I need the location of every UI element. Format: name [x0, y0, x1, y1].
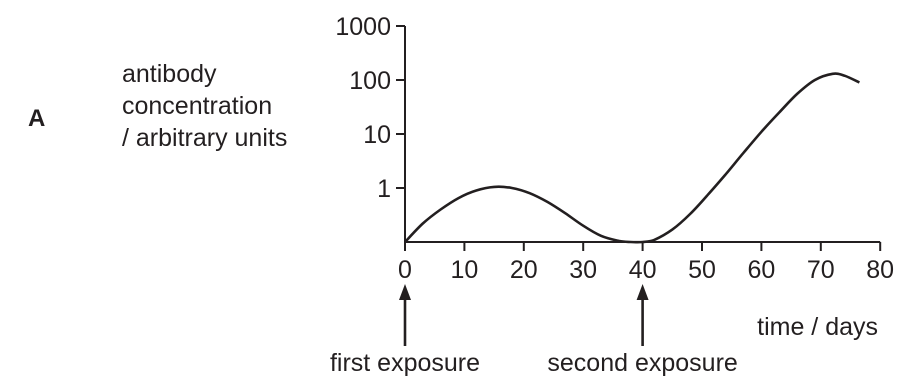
x-tick-label: 0 — [398, 256, 412, 284]
y-tick-label: 10 — [363, 121, 391, 149]
y-axis-label: antibody concentration / arbitrary units — [122, 60, 287, 152]
x-tick-label: 30 — [569, 256, 597, 284]
y-tick-label: 1 — [377, 175, 391, 203]
x-ticks: 0 10 20 30 40 50 60 70 80 — [398, 242, 894, 284]
exposure-annotations: first exposure second exposure — [330, 284, 738, 377]
exposure-arrow-head — [399, 284, 411, 300]
x-axis-label: time / days — [757, 313, 878, 341]
x-tick-label: 40 — [629, 256, 657, 284]
exposure-label: first exposure — [330, 349, 480, 377]
y-axis-label-line-2: concentration — [122, 92, 272, 120]
x-tick-label: 80 — [866, 256, 894, 284]
y-ticks: 1 10 100 1000 — [335, 13, 405, 203]
y-tick-label: 100 — [349, 67, 391, 95]
x-tick-label: 10 — [450, 256, 478, 284]
y-axis-label-line-3: / arbitrary units — [122, 124, 287, 152]
y-axis-label-line-1: antibody — [122, 60, 217, 88]
panel-letter: A — [28, 105, 46, 132]
y-tick-label: 1000 — [335, 13, 391, 41]
x-tick-label: 60 — [747, 256, 775, 284]
exposure-arrow-head — [636, 284, 649, 300]
x-tick-label: 20 — [510, 256, 538, 284]
antibody-curve — [404, 72, 860, 244]
x-tick-label: 70 — [807, 256, 835, 284]
x-tick-label: 50 — [688, 256, 716, 284]
exposure-label: second exposure — [547, 349, 737, 377]
